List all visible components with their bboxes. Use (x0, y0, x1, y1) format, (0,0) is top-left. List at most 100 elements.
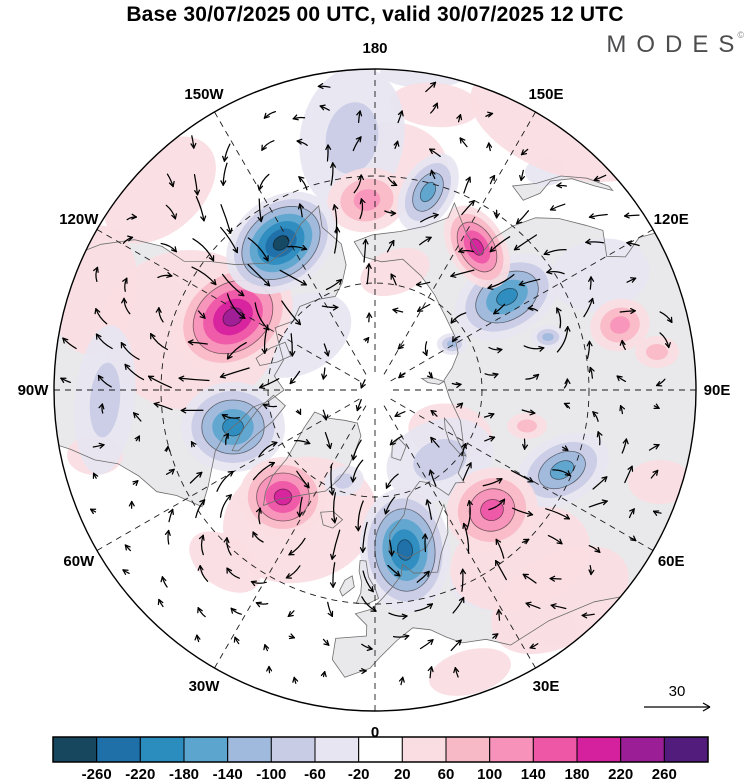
wind-arrow-head (230, 470, 234, 477)
wind-arrow-head (259, 507, 262, 514)
wind-arrow-head (664, 343, 670, 349)
wind-arrow-head (489, 249, 496, 253)
wind-arrow-head (527, 514, 534, 517)
wind-arrow-head (489, 246, 493, 253)
wind-arrow-head (332, 582, 336, 588)
wind-arrow-head (155, 307, 160, 313)
colorbar-tick-label: -140 (213, 766, 243, 783)
wind-arrow-head (172, 508, 174, 516)
colorbar-tick-label: 60 (438, 766, 455, 783)
colorbar-tick-label: 100 (477, 766, 502, 783)
wind-arrow-head (323, 643, 330, 646)
wind-arrow-head (394, 411, 399, 417)
wind-arrow-head (487, 287, 494, 290)
wind-arrow-head (368, 263, 372, 270)
wind-arrow-head (655, 444, 660, 450)
wind-arrow-head (296, 511, 301, 518)
wind-arrow-head (546, 271, 553, 275)
wind-arrow-head (596, 431, 599, 438)
wind-arrow-head (123, 297, 128, 304)
wind-arrow-head (99, 444, 105, 449)
longitude-label-180: 180 (362, 40, 387, 57)
wind-arrow (659, 332, 670, 349)
wind-arrow-head (324, 351, 329, 357)
coastline-severnaya_zemlya (420, 377, 445, 385)
wind-arrow-head (488, 142, 493, 148)
wind-arrow (258, 441, 278, 458)
wind-arrow-head (564, 378, 569, 385)
wind-arrow-head (299, 203, 304, 209)
wind-arrow-head (268, 665, 273, 672)
wind-arrow-head (263, 116, 270, 119)
anomaly-blob-ring (360, 247, 430, 297)
wind-arrow-head (95, 308, 101, 313)
wind-arrow (330, 464, 334, 496)
wind-arrow-head (332, 306, 339, 311)
wind-arrow-head (96, 266, 99, 273)
wind-arrow-head (95, 333, 102, 338)
wind-arrow (353, 174, 362, 194)
wind-arrow-head (396, 140, 400, 147)
wind-arrow-head (493, 212, 498, 219)
wind-arrow-head (208, 257, 215, 262)
wind-arrow-head (619, 405, 622, 412)
wind-arrow-head (556, 185, 563, 189)
colorbar-frame (52, 736, 709, 763)
wind-arrow-head (588, 216, 596, 220)
wind-arrow-head (296, 138, 303, 142)
anomaly-blob-ring (325, 102, 379, 174)
wind-arrow (366, 263, 370, 285)
wind-arrow-head (271, 441, 278, 444)
colorbar-cell (532, 736, 578, 763)
wind-arrow-head (487, 111, 494, 115)
wind-arrow-head (219, 376, 227, 379)
wind-arrow-head (94, 308, 97, 315)
wind-arrow-head (222, 180, 227, 186)
wind-arrow-head (655, 403, 660, 409)
wind-arrow-head (532, 373, 540, 377)
wind-arrow-head (459, 114, 463, 121)
wind-arrow (357, 500, 364, 532)
wind-arrow-head (450, 275, 457, 278)
wind-arrow (513, 234, 538, 251)
wind-arrow (388, 612, 408, 617)
wind-arrow-head (332, 304, 339, 309)
wind-arrow-head (398, 676, 404, 682)
wind-arrow (488, 498, 506, 511)
wind-arrow (450, 269, 475, 277)
wind-arrow-head (459, 568, 464, 575)
wind-arrow (226, 293, 246, 319)
longitude-label-0: 0 (371, 724, 379, 741)
landmass-severnaya_zemlya (421, 377, 444, 385)
wind-arrow-head (623, 215, 630, 219)
wind-arrow-head (385, 484, 392, 489)
reference-vector-label: 30 (669, 683, 686, 700)
wind-arrow-head (166, 275, 173, 278)
wind-arrow (546, 271, 565, 275)
wind-arrow-head (666, 319, 673, 324)
wind-arrow (147, 375, 172, 389)
wind-arrow-head (161, 576, 167, 582)
wind-arrow-head (630, 307, 636, 312)
wind-arrow (120, 342, 140, 360)
wind-arrow-head (392, 308, 398, 314)
wind-arrow-head (295, 410, 302, 415)
wind-arrow-head (530, 409, 536, 414)
wind-arrow-head (391, 550, 395, 557)
wind-arrow-head (263, 112, 267, 119)
wind-arrow-head (193, 142, 197, 149)
wind-arrow (226, 537, 232, 556)
colorbar-tick-label: -100 (256, 766, 286, 783)
wind-arrow-head (203, 215, 207, 222)
wind-arrow (588, 213, 608, 218)
wind-arrow-head (384, 509, 390, 515)
wind-arrow-head (365, 263, 370, 269)
wind-arrow-head (397, 343, 401, 350)
wind-arrow-head (563, 402, 569, 409)
wind-arrow-head (425, 499, 428, 506)
wind-vector-field (60, 81, 673, 686)
colorbar-cell (270, 736, 316, 763)
longitude-label-60E: 60E (658, 553, 685, 570)
wind-arrow (487, 273, 515, 289)
wind-arrow-head (433, 81, 437, 88)
